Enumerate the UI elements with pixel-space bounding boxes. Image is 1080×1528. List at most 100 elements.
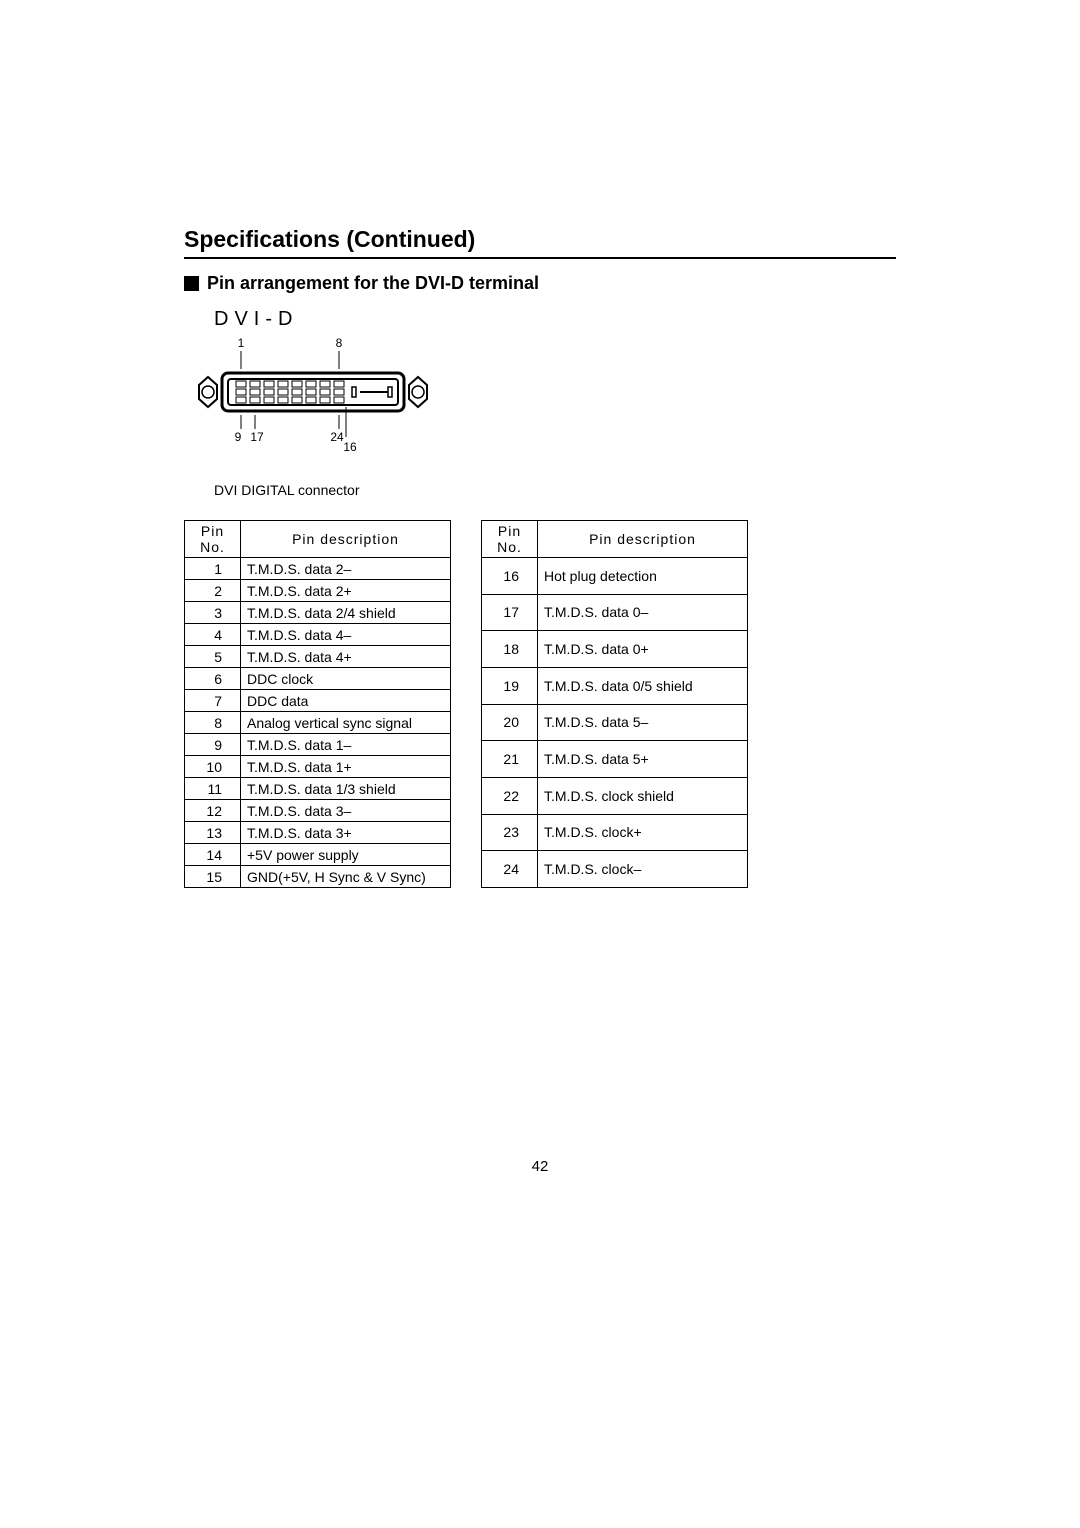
page-number: 42	[0, 1158, 1080, 1175]
page-title: Specifications (Continued)	[184, 226, 896, 259]
pin-description-cell: T.M.D.S. data 2–	[241, 558, 451, 580]
pin-description-cell: DDC data	[241, 690, 451, 712]
table-row: 4T.M.D.S. data 4–	[185, 624, 451, 646]
pin-number-cell: 4	[185, 624, 241, 646]
pin-number-cell: 18	[482, 631, 538, 668]
pin-number-cell: 11	[185, 778, 241, 800]
table-row: 5T.M.D.S. data 4+	[185, 646, 451, 668]
pin-number-cell: 10	[185, 756, 241, 778]
table-row: 1T.M.D.S. data 2–	[185, 558, 451, 580]
col-pin-no: Pin No.	[482, 521, 538, 558]
pin-description-cell: T.M.D.S. data 2+	[241, 580, 451, 602]
table-row: 19T.M.D.S. data 0/5 shield	[482, 667, 748, 704]
pin-description-cell: T.M.D.S. data 5+	[538, 741, 748, 778]
pin-number-cell: 15	[185, 866, 241, 888]
col-pin-desc: Pin description	[241, 521, 451, 558]
table-row: 7DDC data	[185, 690, 451, 712]
connector-label: DVI-D	[214, 308, 896, 331]
pin-number-cell: 12	[185, 800, 241, 822]
pin-description-cell: GND(+5V, H Sync & V Sync)	[241, 866, 451, 888]
pin-description-cell: T.M.D.S. data 1+	[241, 756, 451, 778]
table-row: 11T.M.D.S. data 1/3 shield	[185, 778, 451, 800]
pin-label-8: 8	[336, 337, 343, 350]
pin-number-cell: 7	[185, 690, 241, 712]
pin-description-cell: T.M.D.S. data 3–	[241, 800, 451, 822]
pin-description-cell: T.M.D.S. data 0–	[538, 594, 748, 631]
pin-number-cell: 5	[185, 646, 241, 668]
pin-number-cell: 17	[482, 594, 538, 631]
dvi-connector-icon: 1 8	[194, 337, 454, 467]
table-row: 13T.M.D.S. data 3+	[185, 822, 451, 844]
pin-number-cell: 6	[185, 668, 241, 690]
table-row: 17T.M.D.S. data 0–	[482, 594, 748, 631]
table-row: 3T.M.D.S. data 2/4 shield	[185, 602, 451, 624]
content-area: Specifications (Continued) Pin arrangeme…	[184, 226, 896, 888]
pin-description-cell: T.M.D.S. clock–	[538, 851, 748, 888]
pin-description-cell: T.M.D.S. data 1–	[241, 734, 451, 756]
pin-description-cell: T.M.D.S. data 3+	[241, 822, 451, 844]
document-page: Specifications (Continued) Pin arrangeme…	[0, 0, 1080, 1528]
pin-label-9: 9	[235, 430, 242, 444]
col-pin-no: Pin No.	[185, 521, 241, 558]
pin-description-cell: T.M.D.S. data 1/3 shield	[241, 778, 451, 800]
pin-description-cell: DDC clock	[241, 668, 451, 690]
square-bullet-icon	[184, 276, 199, 291]
table-row: 23T.M.D.S. clock+	[482, 814, 748, 851]
table-header-row: Pin No. Pin description	[185, 521, 451, 558]
table-row: 10T.M.D.S. data 1+	[185, 756, 451, 778]
pin-table-left: Pin No. Pin description 1T.M.D.S. data 2…	[184, 520, 451, 888]
screw-right-icon	[409, 377, 427, 407]
pin-number-cell: 22	[482, 777, 538, 814]
col-pin-desc: Pin description	[538, 521, 748, 558]
pin-label-16: 16	[343, 440, 357, 454]
table-row: 20T.M.D.S. data 5–	[482, 704, 748, 741]
pin-description-cell: T.M.D.S. clock shield	[538, 777, 748, 814]
table-header-row: Pin No. Pin description	[482, 521, 748, 558]
pin-label-17: 17	[250, 430, 264, 444]
table-row: 15GND(+5V, H Sync & V Sync)	[185, 866, 451, 888]
table-row: 9T.M.D.S. data 1–	[185, 734, 451, 756]
pin-description-cell: T.M.D.S. data 0+	[538, 631, 748, 668]
pin-description-cell: T.M.D.S. data 5–	[538, 704, 748, 741]
pin-number-cell: 13	[185, 822, 241, 844]
pin-table-right: Pin No. Pin description 16Hot plug detec…	[481, 520, 748, 888]
pin-number-cell: 1	[185, 558, 241, 580]
table-row: 2T.M.D.S. data 2+	[185, 580, 451, 602]
table-row: 22T.M.D.S. clock shield	[482, 777, 748, 814]
pin-description-cell: T.M.D.S. data 4+	[241, 646, 451, 668]
pin-description-cell: Analog vertical sync signal	[241, 712, 451, 734]
pin-number-cell: 3	[185, 602, 241, 624]
pin-number-cell: 14	[185, 844, 241, 866]
table-row: 16Hot plug detection	[482, 558, 748, 595]
pin-number-cell: 20	[482, 704, 538, 741]
section-heading: Pin arrangement for the DVI-D terminal	[184, 273, 896, 294]
pin-number-cell: 19	[482, 667, 538, 704]
screw-left-icon	[199, 377, 217, 407]
pin-label-1: 1	[238, 337, 245, 350]
connector-diagram: 1 8	[194, 337, 896, 472]
pin-number-cell: 8	[185, 712, 241, 734]
table-row: 6DDC clock	[185, 668, 451, 690]
pin-description-cell: Hot plug detection	[538, 558, 748, 595]
table-row: 24T.M.D.S. clock–	[482, 851, 748, 888]
pin-description-cell: T.M.D.S. data 0/5 shield	[538, 667, 748, 704]
pin-tables: Pin No. Pin description 1T.M.D.S. data 2…	[184, 520, 896, 888]
pin-number-cell: 23	[482, 814, 538, 851]
pin-number-cell: 9	[185, 734, 241, 756]
diagram-caption: DVI DIGITAL connector	[214, 482, 896, 498]
pin-label-24: 24	[330, 430, 344, 444]
section-heading-text: Pin arrangement for the DVI-D terminal	[207, 273, 539, 294]
pin-number-cell: 21	[482, 741, 538, 778]
table-row: 14+5V power supply	[185, 844, 451, 866]
table-row: 18T.M.D.S. data 0+	[482, 631, 748, 668]
pin-number-cell: 16	[482, 558, 538, 595]
table-row: 8Analog vertical sync signal	[185, 712, 451, 734]
table-row: 12T.M.D.S. data 3–	[185, 800, 451, 822]
table-row: 21T.M.D.S. data 5+	[482, 741, 748, 778]
pin-number-cell: 2	[185, 580, 241, 602]
pin-description-cell: T.M.D.S. data 2/4 shield	[241, 602, 451, 624]
pin-description-cell: T.M.D.S. clock+	[538, 814, 748, 851]
pin-number-cell: 24	[482, 851, 538, 888]
pin-description-cell: +5V power supply	[241, 844, 451, 866]
pin-description-cell: T.M.D.S. data 4–	[241, 624, 451, 646]
